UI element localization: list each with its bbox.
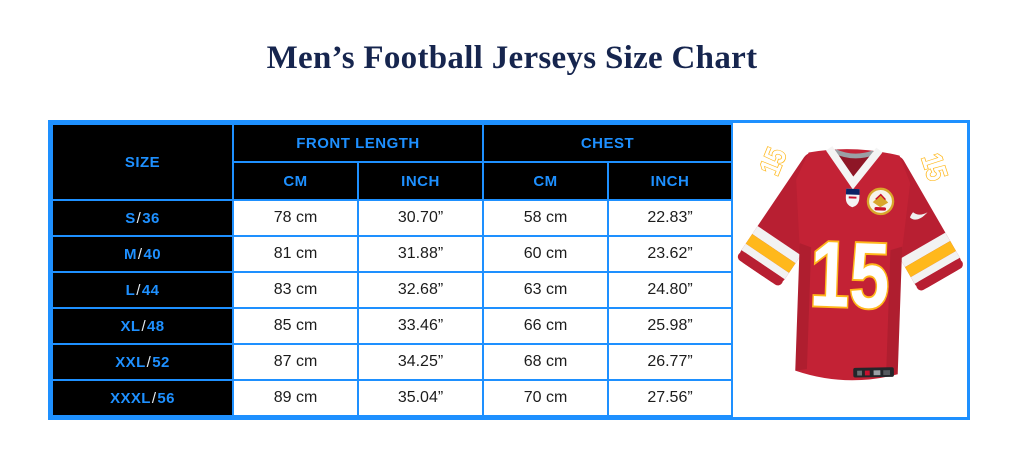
size-name: XXXL bbox=[110, 389, 151, 407]
header-row-units: CM INCH CM INCH bbox=[52, 161, 733, 201]
size-slash: / bbox=[146, 353, 152, 371]
size-label: XXL/52 bbox=[51, 343, 234, 381]
page-title: Men’s Football Jerseys Size Chart bbox=[266, 40, 758, 76]
size-number: 56 bbox=[157, 389, 175, 407]
col-header-chest-cm: CM bbox=[482, 161, 609, 201]
header-row-groups: SIZE FRONT LENGTH CHEST bbox=[51, 123, 733, 201]
size-slash: / bbox=[136, 209, 142, 227]
chest-inch-value: 23.62” bbox=[607, 235, 733, 273]
size-label: L/44 bbox=[51, 271, 234, 309]
col-header-front-cm: CM bbox=[232, 161, 359, 201]
size-label: M/40 bbox=[51, 235, 234, 273]
size-chart-board: SIZE FRONT LENGTH CHEST CM INCH CM INCH … bbox=[48, 120, 970, 420]
jock-tag bbox=[853, 367, 894, 378]
chest-inch-value: 24.80” bbox=[607, 271, 733, 309]
table-row: XXXL/56 89 cm 35.04” 70 cm 27.56” bbox=[51, 379, 733, 417]
chest-inch-value: 26.77” bbox=[607, 343, 733, 381]
col-header-front-inch: INCH bbox=[357, 161, 484, 201]
size-label: XXXL/56 bbox=[51, 379, 234, 417]
v-neck-collar bbox=[825, 146, 883, 190]
col-header-size: SIZE bbox=[51, 123, 234, 201]
front-cm-value: 83 cm bbox=[232, 271, 359, 309]
front-inch-value: 35.04” bbox=[357, 379, 484, 417]
jersey-illustration: 15 15 bbox=[737, 143, 963, 381]
size-slash: / bbox=[137, 245, 143, 263]
size-name: XL bbox=[120, 317, 141, 335]
size-name: L bbox=[125, 281, 136, 299]
size-name: S bbox=[125, 209, 136, 227]
table-row: S/36 78 cm 30.70” 58 cm 22.83” bbox=[51, 199, 733, 237]
front-inch-value: 30.70” bbox=[357, 199, 484, 237]
front-cm-value: 81 cm bbox=[232, 235, 359, 273]
jersey-number: 15 bbox=[914, 150, 953, 185]
chest-cm-value: 66 cm bbox=[482, 307, 609, 345]
chest-cm-value: 70 cm bbox=[482, 379, 609, 417]
collar-back-band bbox=[833, 149, 875, 159]
size-label: XL/48 bbox=[51, 307, 234, 345]
front-cm-value: 87 cm bbox=[232, 343, 359, 381]
size-label: S/36 bbox=[51, 199, 234, 237]
front-cm-value: 89 cm bbox=[232, 379, 359, 417]
table-row: XL/48 85 cm 33.46” 66 cm 25.98” bbox=[51, 307, 733, 345]
front-inch-value: 32.68” bbox=[357, 271, 484, 309]
chiefs-patch-icon bbox=[866, 187, 895, 216]
chest-inch-value: 27.56” bbox=[607, 379, 733, 417]
chest-inch-value: 22.83” bbox=[607, 199, 733, 237]
table-row: XXL/52 87 cm 34.25” 68 cm 26.77” bbox=[51, 343, 733, 381]
front-inch-value: 34.25” bbox=[357, 343, 484, 381]
front-cm-value: 85 cm bbox=[232, 307, 359, 345]
size-slash: / bbox=[151, 389, 157, 407]
size-slash: / bbox=[141, 317, 147, 335]
front-cm-value: 78 cm bbox=[232, 199, 359, 237]
jersey-number: 15 bbox=[808, 221, 891, 328]
size-name: XXL bbox=[115, 353, 146, 371]
col-header-chest: CHEST bbox=[482, 123, 733, 163]
front-inch-value: 31.88” bbox=[357, 235, 484, 273]
size-number: 36 bbox=[142, 209, 160, 227]
chest-cm-value: 60 cm bbox=[482, 235, 609, 273]
jersey-number: 15 bbox=[754, 144, 793, 180]
size-number: 48 bbox=[147, 317, 165, 335]
size-slash: / bbox=[136, 281, 141, 299]
size-number: 40 bbox=[143, 245, 161, 263]
chest-cm-value: 68 cm bbox=[482, 343, 609, 381]
chest-cm-value: 58 cm bbox=[482, 199, 609, 237]
table-row: L/44 83 cm 32.68” 63 cm 24.80” bbox=[51, 271, 733, 309]
chest-cm-value: 63 cm bbox=[482, 271, 609, 309]
nfl-shield-icon bbox=[845, 188, 860, 208]
nike-swoosh-icon bbox=[909, 212, 928, 220]
jersey-image: 15 15 bbox=[733, 123, 967, 417]
size-chart-table: SIZE FRONT LENGTH CHEST CM INCH CM INCH … bbox=[51, 123, 733, 417]
col-header-chest-inch: INCH bbox=[607, 161, 733, 201]
size-number: 52 bbox=[152, 353, 170, 371]
table-row: M/40 81 cm 31.88” 60 cm 23.62” bbox=[51, 235, 733, 273]
front-inch-value: 33.46” bbox=[357, 307, 484, 345]
size-number: 44 bbox=[141, 281, 160, 299]
col-header-front-length: FRONT LENGTH bbox=[232, 123, 484, 163]
size-name: M bbox=[124, 245, 137, 263]
chest-inch-value: 25.98” bbox=[607, 307, 733, 345]
